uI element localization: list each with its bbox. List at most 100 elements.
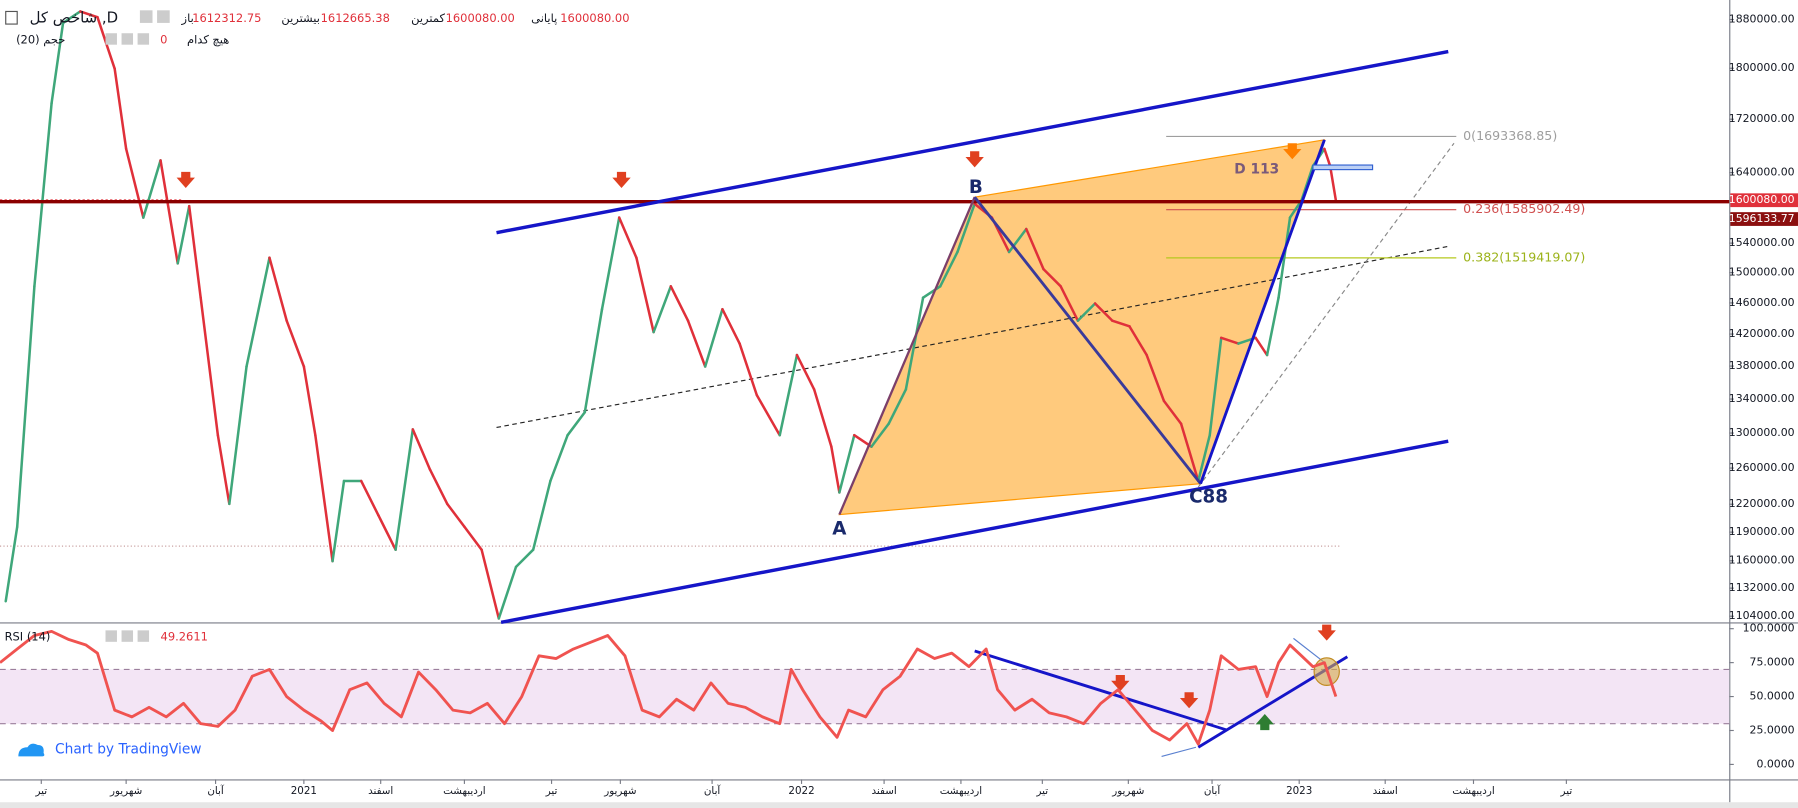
point-label: D 113 xyxy=(1234,162,1279,178)
symbol-title: شاخص کل ,D xyxy=(30,8,119,26)
price-segment xyxy=(755,393,782,437)
price-segment xyxy=(463,525,483,551)
axes: 1880000.00 1800000.00 1720000.00 1640000.00… xyxy=(34,13,1798,797)
price-segment xyxy=(830,445,841,494)
price-segment xyxy=(1254,336,1269,357)
price-segment xyxy=(61,10,82,25)
icon[interactable] xyxy=(105,33,117,45)
price-segment xyxy=(33,101,53,288)
rsi-line-group xyxy=(0,629,1338,746)
x-tick-label: آبان xyxy=(704,784,722,797)
collapse-button[interactable] xyxy=(5,10,18,25)
price-segment xyxy=(79,10,99,19)
price-segment xyxy=(617,216,638,259)
fib-label: 0.382(1519419.07) xyxy=(1463,249,1585,264)
arrow-down xyxy=(1179,692,1199,709)
watermark: Chart by TradingView xyxy=(6,731,202,768)
ohlc-label: باز xyxy=(181,11,194,26)
price-label-bg xyxy=(1730,193,1798,208)
price-segment xyxy=(1197,433,1212,483)
pattern-leg-cd xyxy=(1199,139,1326,485)
x-tick-label: 2021 xyxy=(291,785,317,797)
y-tick-label: 1104000.00 xyxy=(1729,609,1795,622)
bottom-toolbar xyxy=(0,802,1798,808)
y-tick-label: 1880000.00 xyxy=(1729,13,1795,26)
x-tick-label: 2022 xyxy=(788,785,814,797)
y-tick-label: 1500000.00 xyxy=(1729,266,1795,279)
x-tick-label: 2023 xyxy=(1286,785,1312,797)
price-segment xyxy=(394,428,415,551)
price-segment xyxy=(268,256,288,322)
price-segment xyxy=(583,307,604,414)
price-segment xyxy=(549,433,569,483)
price-segment xyxy=(812,388,833,448)
icon[interactable] xyxy=(157,10,170,23)
legend: شاخص کل ,D باز 1612312.75 بیشترین 161266… xyxy=(5,8,630,643)
volume-mode: هیچ کدام xyxy=(187,33,229,47)
price-segment xyxy=(480,548,501,620)
x-tick-label: آبان xyxy=(1204,784,1222,797)
price-label-bg xyxy=(1730,212,1798,226)
icon[interactable] xyxy=(137,33,150,45)
watermark-icon xyxy=(18,743,45,757)
price-segment xyxy=(228,365,248,506)
price-segment xyxy=(956,202,976,254)
watermark-text: Chart by TradingView xyxy=(55,742,202,758)
price-segment xyxy=(216,433,231,506)
arrow-down xyxy=(1317,624,1336,641)
y-tick-label: 1132000.00 xyxy=(1729,581,1795,594)
icon[interactable] xyxy=(121,33,134,45)
price-segment xyxy=(50,21,65,105)
price-segment xyxy=(176,204,191,265)
price-segment xyxy=(1277,216,1292,299)
rsi-line xyxy=(0,629,1338,746)
y-tick-label: 1220000.00 xyxy=(1729,497,1795,510)
y-tick-label: 1460000.00 xyxy=(1729,296,1795,309)
price-segment xyxy=(199,296,220,437)
price-segment xyxy=(1128,325,1148,357)
icon[interactable] xyxy=(137,630,150,642)
y-tick-label: 1300000.00 xyxy=(1729,426,1795,439)
y-tick-label: 75.0000 xyxy=(1750,656,1795,669)
y-tick-label: 100.0000 xyxy=(1743,622,1795,635)
y-tick-label: 1420000.00 xyxy=(1729,327,1795,340)
rsi-value: 49.2611 xyxy=(161,630,208,644)
x-tick-label: شهریور xyxy=(109,785,142,797)
price-segment xyxy=(1328,164,1338,202)
y-tick-label: 1540000.00 xyxy=(1729,236,1795,249)
rsi-arrow xyxy=(1293,637,1325,663)
price-segment xyxy=(113,67,128,151)
icon[interactable] xyxy=(139,10,153,23)
fib-label: 0(1693368.85) xyxy=(1463,128,1557,143)
price-segment xyxy=(15,285,36,529)
price-segment xyxy=(1059,285,1080,322)
x-tick-label: تیر xyxy=(1560,785,1573,797)
price-segment xyxy=(359,479,380,517)
price-segment xyxy=(904,296,925,391)
price-segment xyxy=(652,285,673,334)
x-tick-label: اردیبهشت xyxy=(1452,785,1494,797)
price-segment xyxy=(1162,399,1183,426)
price-segment xyxy=(1265,296,1280,357)
price-segment xyxy=(159,159,179,265)
channel-lower xyxy=(500,439,1449,625)
ohlc-value: 1600080.00 xyxy=(560,11,629,25)
y-tick-label: 1160000.00 xyxy=(1729,554,1795,567)
price-segment xyxy=(1145,353,1166,403)
point-label: A xyxy=(832,519,847,540)
price-segment xyxy=(428,468,449,506)
price-segment xyxy=(302,365,317,437)
price-segment xyxy=(738,342,759,397)
pattern-leg-ab xyxy=(838,196,976,516)
watermark-box[interactable] xyxy=(6,731,202,768)
x-tick-label: تیر xyxy=(34,785,47,797)
pattern-leg-bc xyxy=(973,196,1202,485)
price-segment xyxy=(566,411,587,437)
ohlc-label: بیشترین xyxy=(281,11,320,26)
icon[interactable] xyxy=(121,630,134,642)
price-segment xyxy=(635,256,655,334)
y-tick-label: 1190000.00 xyxy=(1729,525,1795,538)
icon[interactable] xyxy=(105,630,117,642)
price-segment xyxy=(1025,227,1045,271)
price-segment xyxy=(887,388,908,426)
